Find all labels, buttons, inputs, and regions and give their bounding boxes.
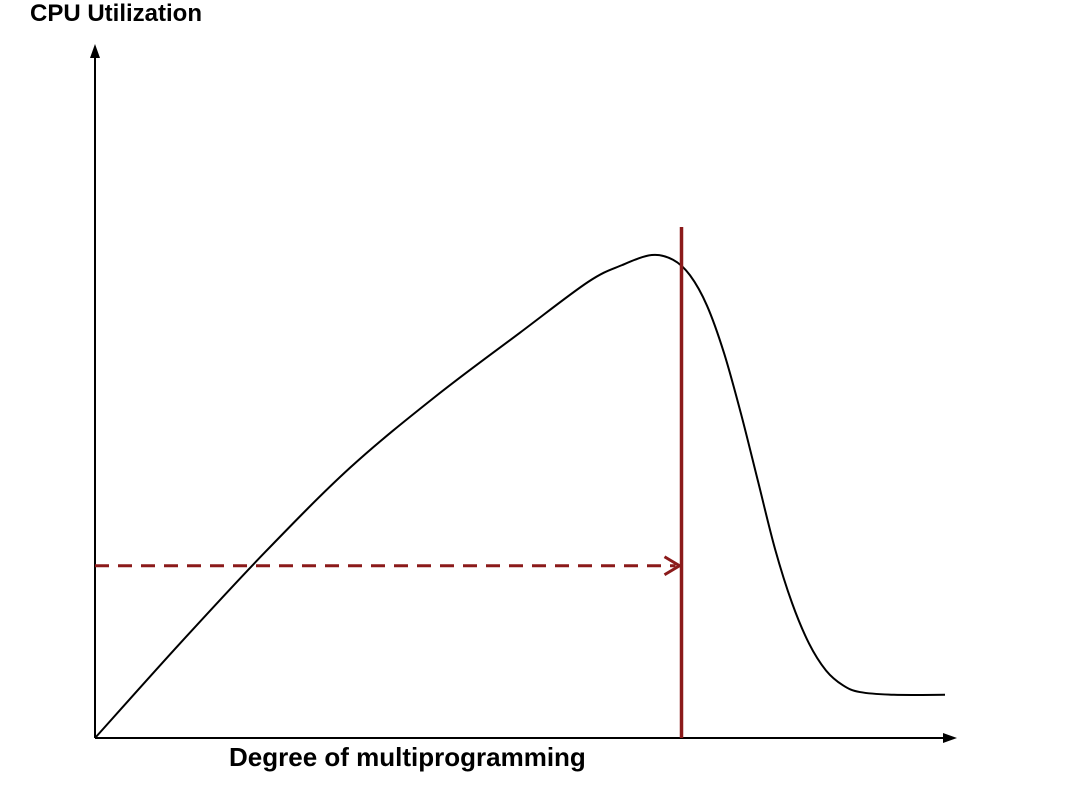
x-axis-arrowhead bbox=[943, 733, 957, 743]
y-axis-label: CPU Utilization bbox=[30, 0, 202, 27]
y-axis-arrowhead bbox=[90, 44, 100, 58]
dashed-arrow-head bbox=[663, 555, 683, 577]
series-layer bbox=[94, 253, 946, 739]
series-line-0 bbox=[94, 253, 946, 739]
x-axis-label: Degree of multiprogramming bbox=[229, 742, 586, 772]
annotation-layer bbox=[95, 227, 684, 738]
